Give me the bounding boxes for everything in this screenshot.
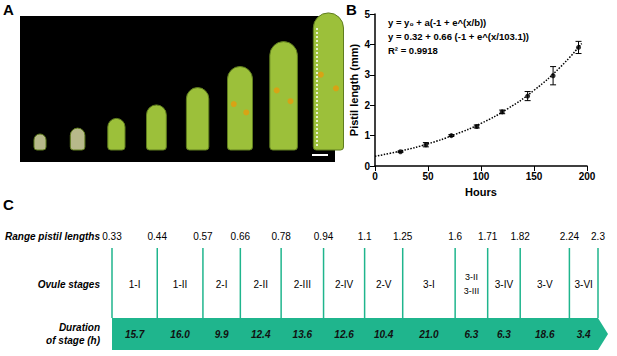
svg-text:200: 200 [579, 171, 596, 182]
svg-text:150: 150 [526, 171, 543, 182]
svg-text:1-II: 1-II [173, 279, 187, 290]
svg-text:21.0: 21.0 [418, 329, 439, 340]
svg-text:2-V: 2-V [376, 279, 392, 290]
svg-text:Pistil length (mm): Pistil length (mm) [348, 44, 360, 137]
svg-text:0: 0 [364, 161, 370, 172]
svg-text:5: 5 [364, 9, 370, 20]
svg-text:3-V: 3-V [537, 279, 553, 290]
svg-text:1.1: 1.1 [358, 231, 372, 242]
svg-text:9.9: 9.9 [215, 329, 229, 340]
svg-text:2-IV: 2-IV [335, 279, 354, 290]
svg-text:1: 1 [364, 130, 370, 141]
svg-text:of stage (h): of stage (h) [46, 335, 101, 346]
svg-text:2-III: 2-III [294, 279, 311, 290]
svg-text:1.82: 1.82 [510, 231, 530, 242]
svg-text:12.6: 12.6 [334, 329, 354, 340]
svg-text:Duration: Duration [59, 322, 100, 333]
svg-text:Ovule stages: Ovule stages [38, 279, 101, 290]
svg-text:C: C [3, 196, 14, 213]
svg-text:0.33: 0.33 [102, 231, 122, 242]
svg-text:2-I: 2-I [216, 279, 228, 290]
svg-text:y = 0.32 + 0.66 (-1 + e^(x/103: y = 0.32 + 0.66 (-1 + e^(x/103.1)) [388, 31, 529, 42]
svg-text:6.3: 6.3 [464, 329, 478, 340]
svg-text:1.6: 1.6 [448, 231, 462, 242]
svg-text:1-I: 1-I [129, 279, 141, 290]
svg-text:3-II: 3-II [465, 272, 478, 282]
svg-text:13.6: 13.6 [293, 329, 313, 340]
svg-text:1.25: 1.25 [393, 231, 413, 242]
svg-text:0.44: 0.44 [148, 231, 168, 242]
svg-text:3-I: 3-I [423, 279, 435, 290]
svg-text:0.57: 0.57 [193, 231, 213, 242]
svg-text:B: B [346, 1, 357, 18]
svg-text:0: 0 [372, 171, 378, 182]
svg-text:2-II: 2-II [254, 279, 268, 290]
svg-text:50: 50 [422, 171, 434, 182]
svg-text:16.0: 16.0 [170, 329, 190, 340]
svg-text:1.71: 1.71 [478, 231, 498, 242]
svg-text:0.66: 0.66 [231, 231, 251, 242]
svg-text:100: 100 [473, 171, 490, 182]
svg-text:3.4: 3.4 [577, 329, 591, 340]
svg-text:12.4: 12.4 [251, 329, 271, 340]
svg-text:3: 3 [364, 69, 370, 80]
svg-text:0.78: 0.78 [271, 231, 291, 242]
svg-text:R² = 0.9918: R² = 0.9918 [388, 45, 438, 56]
svg-text:10.4: 10.4 [374, 329, 394, 340]
svg-text:2.3: 2.3 [591, 231, 605, 242]
svg-text:Range pistil lengths: Range pistil lengths [5, 231, 100, 242]
svg-text:18.6: 18.6 [535, 329, 555, 340]
svg-text:2.24: 2.24 [560, 231, 580, 242]
svg-text:2: 2 [364, 100, 370, 111]
svg-text:Hours: Hours [465, 186, 497, 198]
svg-text:y = y₀ + a(-1 + e^(x/b)): y = y₀ + a(-1 + e^(x/b)) [388, 17, 486, 28]
svg-text:3-VI: 3-VI [575, 279, 593, 290]
svg-text:4: 4 [364, 39, 370, 50]
svg-text:0.94: 0.94 [314, 231, 334, 242]
svg-text:3-III: 3-III [464, 286, 480, 296]
svg-text:15.7: 15.7 [125, 329, 145, 340]
svg-text:A: A [3, 1, 14, 18]
svg-text:3-IV: 3-IV [495, 279, 514, 290]
svg-text:6.3: 6.3 [497, 329, 511, 340]
